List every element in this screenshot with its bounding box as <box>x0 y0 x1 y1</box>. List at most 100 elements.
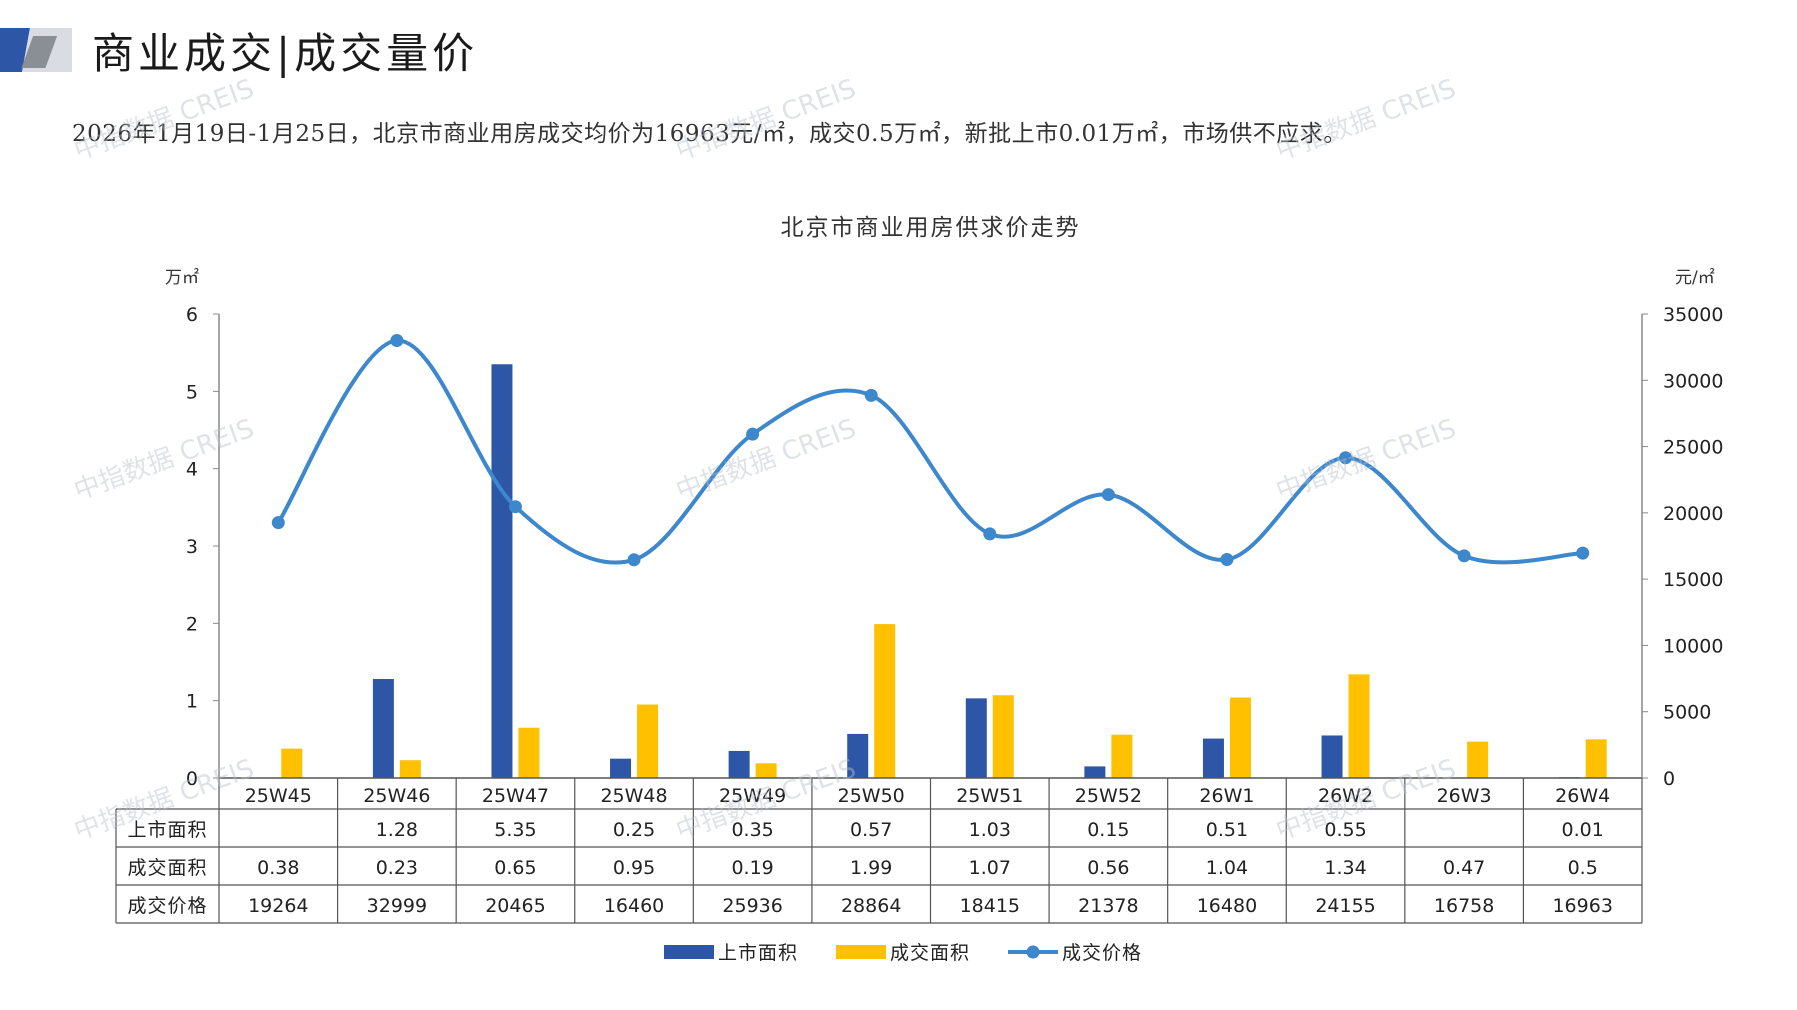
legend-marker-2 <box>1026 945 1040 959</box>
bar-supply-26W2 <box>1321 735 1343 778</box>
table-cell: 0.35 <box>731 819 773 841</box>
bar-supply-25W49 <box>728 750 750 778</box>
table-cell: 24155 <box>1315 895 1375 917</box>
legend-label-1: 成交面积 <box>890 942 970 964</box>
bar-supply-25W48 <box>610 758 632 778</box>
y-left-tick-label: 6 <box>186 304 198 326</box>
bar-deal-26W3 <box>1467 741 1489 778</box>
y-left-tick-label: 3 <box>186 536 198 558</box>
x-tick-label: 26W4 <box>1555 785 1610 807</box>
table-cell: 21378 <box>1078 895 1138 917</box>
bar-deal-25W47 <box>518 727 540 778</box>
price-point-25W49 <box>746 427 760 441</box>
table-cell: 0.65 <box>494 857 536 879</box>
table-cell: 0.95 <box>613 857 655 879</box>
y-right-tick-label: 10000 <box>1663 635 1723 657</box>
y-right-tick-label: 0 <box>1663 768 1675 790</box>
table-cell: 16460 <box>604 895 664 917</box>
bar-deal-25W49 <box>755 763 777 778</box>
bar-deal-25W50 <box>874 624 896 778</box>
price-point-26W2 <box>1339 451 1353 465</box>
y-right-unit: 元/㎡ <box>1675 268 1715 288</box>
x-tick-label: 25W47 <box>482 785 549 807</box>
bar-supply-25W50 <box>847 733 869 778</box>
table-cell: 28864 <box>841 895 901 917</box>
y-right-tick-label: 5000 <box>1663 702 1711 724</box>
table-cell: 0.15 <box>1087 819 1129 841</box>
table-cell: 0.57 <box>850 819 892 841</box>
table-cell: 1.99 <box>850 857 892 879</box>
table-cell: 0.51 <box>1206 819 1248 841</box>
y-left-tick-label: 5 <box>186 381 198 403</box>
bar-supply-25W47 <box>491 364 513 778</box>
x-tick-label: 25W49 <box>719 785 786 807</box>
table-cell: 1.04 <box>1206 857 1248 879</box>
table-cell: 1.03 <box>969 819 1011 841</box>
bar-deal-25W48 <box>637 704 659 778</box>
table-cell: 0.5 <box>1568 857 1598 879</box>
table-cell: 16758 <box>1434 895 1494 917</box>
watermark: 中指数据 CREIS <box>672 74 860 167</box>
watermark: 中指数据 CREIS <box>70 414 258 507</box>
table-cell: 16480 <box>1197 895 1257 917</box>
x-tick-label: 26W3 <box>1437 785 1492 807</box>
y-right-tick-label: 20000 <box>1663 503 1723 525</box>
bar-supply-25W46 <box>372 679 394 778</box>
table-cell: 19264 <box>248 895 308 917</box>
price-point-26W3 <box>1457 549 1471 563</box>
table-cell: 25936 <box>722 895 782 917</box>
chart-title: 北京市商业用房供求价走势 <box>781 215 1081 241</box>
x-tick-label: 25W50 <box>838 785 905 807</box>
table-cell: 1.28 <box>376 819 418 841</box>
page-title: 商业成交|成交量价 <box>92 29 479 78</box>
x-tick-label: 25W48 <box>600 785 667 807</box>
table-cell: 0.38 <box>257 857 299 879</box>
bar-deal-26W1 <box>1229 697 1251 778</box>
table-cell: 0.56 <box>1087 857 1129 879</box>
legend-swatch-0 <box>664 945 714 959</box>
bar-deal-25W46 <box>399 760 421 778</box>
y-left-unit: 万㎡ <box>165 268 199 288</box>
price-point-25W45 <box>271 516 285 530</box>
price-point-26W1 <box>1220 553 1234 567</box>
y-right-tick-label: 25000 <box>1663 437 1723 459</box>
x-tick-label: 26W1 <box>1199 785 1254 807</box>
price-point-25W48 <box>627 553 641 567</box>
y-left-tick-label: 4 <box>186 459 198 481</box>
y-left-tick-label: 2 <box>186 613 198 635</box>
price-point-25W51 <box>983 527 997 541</box>
table-cell: 32999 <box>367 895 427 917</box>
x-tick-label: 25W51 <box>956 785 1023 807</box>
bar-deal-25W45 <box>281 748 303 778</box>
y-left-tick-label: 0 <box>186 768 198 790</box>
price-point-25W50 <box>864 388 878 402</box>
table-cell: 18415 <box>960 895 1020 917</box>
price-point-25W47 <box>508 500 522 514</box>
summary-text: 2026年1月19日-1月25日，北京市商业用房成交均价为16963元/㎡，成交… <box>72 121 1347 147</box>
x-tick-label: 25W52 <box>1075 785 1142 807</box>
price-point-25W52 <box>1101 488 1115 502</box>
y-right-tick-label: 15000 <box>1663 569 1723 591</box>
header-logo-icon <box>0 28 72 72</box>
bar-deal-25W52 <box>1111 734 1133 778</box>
x-tick-label: 25W46 <box>363 785 430 807</box>
table-cell: 1.34 <box>1324 857 1366 879</box>
table-row-label: 上市面积 <box>127 819 207 841</box>
y-right-tick-label: 30000 <box>1663 370 1723 392</box>
bar-deal-26W2 <box>1348 674 1370 778</box>
bar-supply-26W1 <box>1202 738 1224 778</box>
price-point-25W46 <box>390 334 404 348</box>
table-cell: 20465 <box>485 895 545 917</box>
table-cell: 0.23 <box>376 857 418 879</box>
table-cell: 0.47 <box>1443 857 1485 879</box>
table-cell: 0.25 <box>613 819 655 841</box>
table-cell: 0.19 <box>731 857 773 879</box>
y-left-tick-label: 1 <box>186 691 198 713</box>
table-row-label: 成交面积 <box>127 857 207 879</box>
table-cell: 0.55 <box>1324 819 1366 841</box>
watermark: 中指数据 CREIS <box>672 414 860 507</box>
y-right-tick-label: 35000 <box>1663 304 1723 326</box>
legend-swatch-1 <box>836 945 886 959</box>
legend-label-0: 上市面积 <box>718 942 798 964</box>
